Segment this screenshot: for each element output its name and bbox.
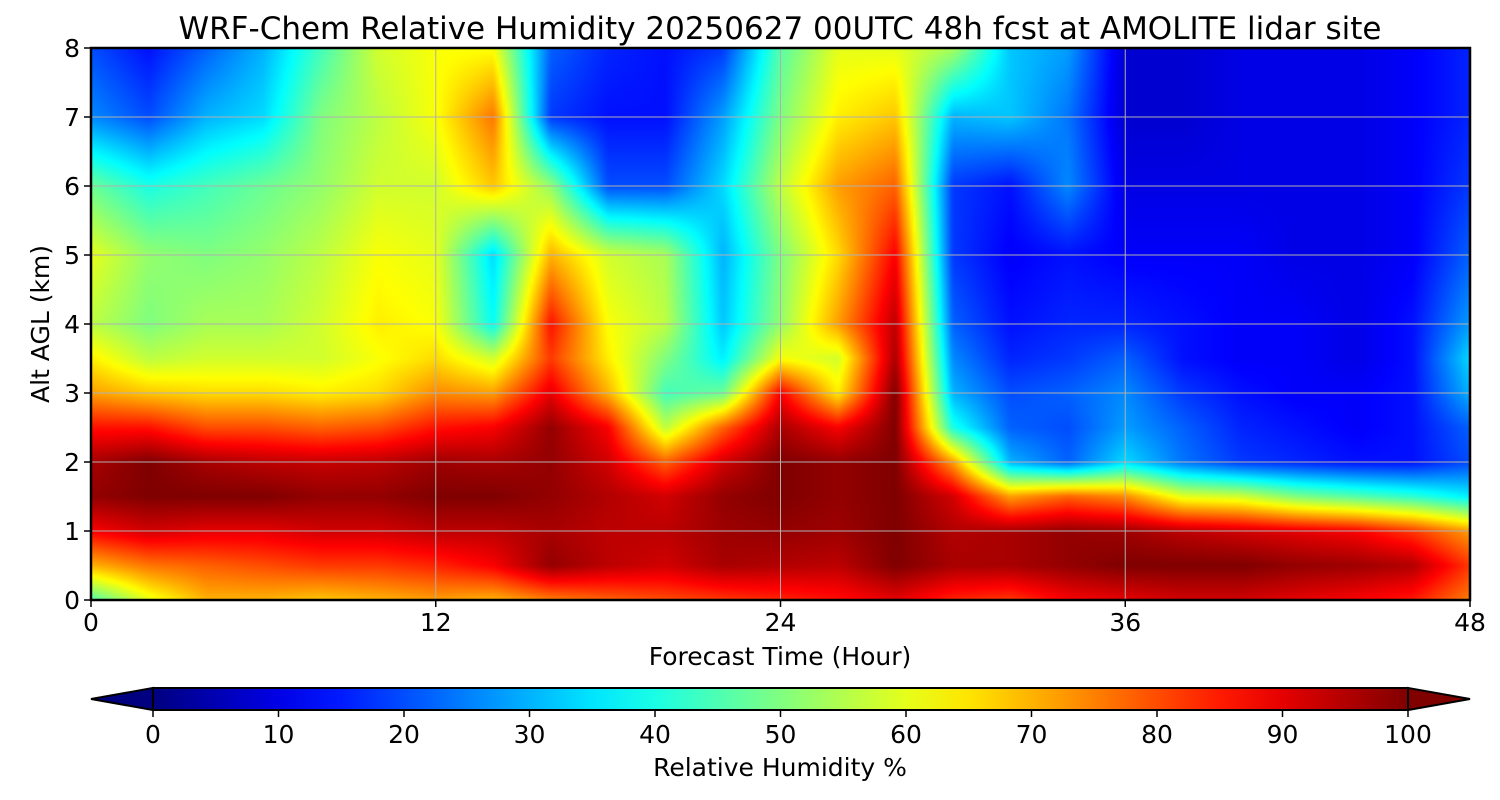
y-axis-label: Alt AGL (km) (26, 245, 55, 403)
colorbar-tick-label: 40 (639, 720, 671, 749)
y-tick-label: 1 (64, 517, 80, 546)
colorbar-tick-label: 50 (765, 720, 797, 749)
colorbar-ticks: 0 10 20 30 40 50 60 70 80 90 100 (145, 710, 1432, 749)
x-axis-ticks: 0 12 24 36 48 (83, 600, 1486, 637)
colorbar: 0 10 20 30 40 50 60 70 80 90 100 Relative Humidity… (90, 686, 1471, 782)
colorbar-extend-low (90, 686, 154, 712)
colorbar-tick-label: 20 (388, 720, 420, 749)
x-tick-label: 24 (765, 608, 797, 637)
chart-title: WRF-Chem Relative Humidity 20250627 00UT… (178, 11, 1381, 47)
y-axis-ticks: 0 1 2 3 4 5 6 7 8 (64, 34, 91, 615)
colorbar-extend-high (1407, 686, 1471, 712)
colorbar-tick-label: 70 (1016, 720, 1048, 749)
colorbar-label: Relative Humidity % (653, 753, 907, 782)
colorbar-tick-label: 80 (1141, 720, 1173, 749)
colorbar-tick-label: 100 (1384, 720, 1432, 749)
y-tick-label: 3 (64, 379, 80, 408)
x-tick-label: 12 (420, 608, 452, 637)
y-tick-label: 8 (64, 34, 80, 63)
y-tick-label: 0 (64, 586, 80, 615)
colorbar-gradient (152, 687, 1409, 711)
x-axis-label: Forecast Time (Hour) (649, 642, 912, 671)
colorbar-tick-label: 90 (1267, 720, 1299, 749)
colorbar-tick-label: 0 (145, 720, 161, 749)
colorbar-tick-label: 60 (890, 720, 922, 749)
y-tick-label: 5 (64, 241, 80, 270)
plot-area (89, 46, 1472, 602)
x-tick-label: 0 (83, 608, 99, 637)
colorbar-tick-label: 10 (263, 720, 295, 749)
colorbar-tick-label: 30 (514, 720, 546, 749)
y-tick-label: 4 (64, 310, 80, 339)
y-tick-label: 2 (64, 448, 80, 477)
x-tick-label: 48 (1454, 608, 1486, 637)
x-tick-label: 36 (1109, 608, 1141, 637)
y-tick-label: 7 (64, 103, 80, 132)
y-tick-label: 6 (64, 172, 80, 201)
